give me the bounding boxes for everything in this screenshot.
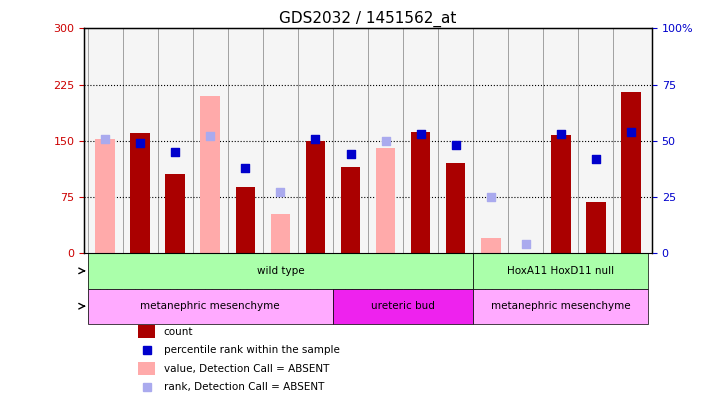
- Text: metanephric mesenchyme: metanephric mesenchyme: [140, 301, 280, 311]
- Text: value, Detection Call = ABSENT: value, Detection Call = ABSENT: [163, 364, 329, 373]
- Text: metanephric mesenchyme: metanephric mesenchyme: [491, 301, 631, 311]
- Point: [555, 131, 566, 137]
- Text: percentile rank within the sample: percentile rank within the sample: [163, 345, 339, 355]
- Point: [450, 142, 461, 149]
- FancyBboxPatch shape: [473, 288, 648, 324]
- Bar: [138, 325, 155, 338]
- Text: rank, Detection Call = ABSENT: rank, Detection Call = ABSENT: [163, 382, 324, 392]
- Point: [240, 164, 251, 171]
- FancyBboxPatch shape: [88, 253, 473, 288]
- Bar: [376, 148, 395, 253]
- Bar: [306, 141, 325, 253]
- Bar: [138, 362, 155, 375]
- FancyBboxPatch shape: [88, 288, 333, 324]
- Bar: [481, 238, 501, 253]
- Bar: [341, 167, 360, 253]
- Point: [415, 131, 426, 137]
- Point: [170, 149, 181, 155]
- Point: [380, 138, 391, 144]
- Bar: [271, 214, 290, 253]
- Bar: [200, 96, 220, 253]
- Bar: [446, 163, 465, 253]
- Title: GDS2032 / 1451562_at: GDS2032 / 1451562_at: [279, 11, 457, 27]
- Text: count: count: [163, 326, 193, 337]
- Bar: [411, 132, 430, 253]
- Point: [135, 140, 146, 146]
- Text: HoxA11 HoxD11 null: HoxA11 HoxD11 null: [508, 266, 614, 276]
- Bar: [165, 175, 185, 253]
- Text: ureteric bud: ureteric bud: [371, 301, 435, 311]
- Point: [345, 151, 356, 158]
- Bar: [621, 92, 641, 253]
- Point: [275, 189, 286, 196]
- Bar: [130, 133, 150, 253]
- Bar: [236, 187, 255, 253]
- Text: wild type: wild type: [257, 266, 304, 276]
- Bar: [95, 139, 115, 253]
- Point: [590, 156, 601, 162]
- FancyBboxPatch shape: [333, 288, 473, 324]
- FancyBboxPatch shape: [473, 253, 648, 288]
- Point: [100, 135, 111, 142]
- Point: [485, 194, 496, 200]
- Point: [310, 135, 321, 142]
- Bar: [551, 135, 571, 253]
- Point: [625, 128, 637, 135]
- Point: [520, 241, 531, 247]
- Bar: [586, 202, 606, 253]
- Point: [205, 133, 216, 139]
